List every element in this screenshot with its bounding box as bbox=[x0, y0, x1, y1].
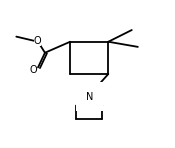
Text: N: N bbox=[86, 92, 93, 102]
Text: O: O bbox=[34, 36, 41, 46]
Text: O: O bbox=[29, 65, 37, 75]
